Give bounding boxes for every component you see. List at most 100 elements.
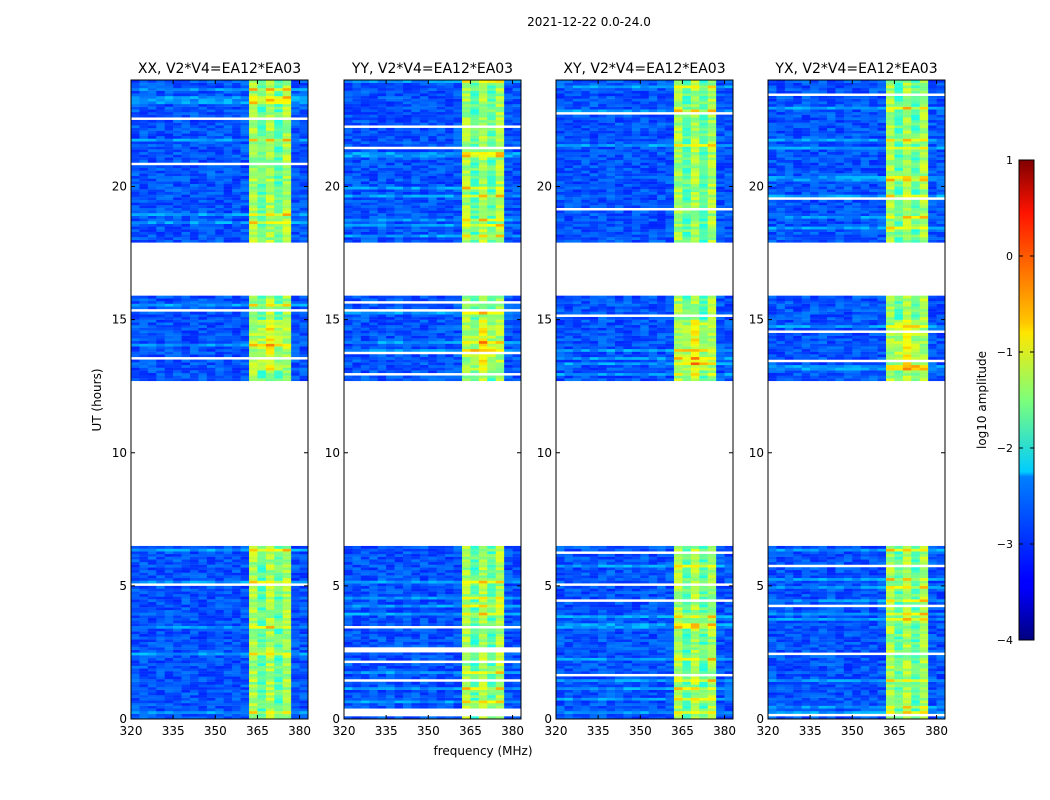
heatmap-cell (487, 641, 497, 645)
heatmap-cell (274, 647, 284, 650)
heatmap-cell (504, 556, 513, 560)
heatmap-cell (164, 569, 174, 573)
heatmap-cell (411, 559, 421, 563)
heatmap-cell (139, 210, 149, 214)
heatmap-cell (164, 631, 174, 634)
heatmap-cell (386, 327, 395, 331)
heatmap-cell (282, 591, 292, 595)
heatmap-cell (470, 663, 480, 666)
heatmap-cell (282, 660, 292, 664)
heatmap-cell (139, 577, 149, 581)
heatmap-cell (190, 663, 199, 666)
heatmap-cell (190, 551, 199, 555)
heatmap-cell (139, 351, 149, 355)
heatmap-cell (131, 620, 140, 624)
heatmap-cell (190, 671, 199, 674)
heatmap-cell (131, 82, 140, 86)
heatmap-cell (257, 703, 267, 706)
heatmap-cell (164, 556, 174, 560)
heatmap-cell (265, 295, 275, 299)
heatmap-cell (369, 364, 379, 368)
heatmap-cell (215, 346, 225, 350)
heatmap-cell (206, 143, 216, 147)
heatmap-cell (190, 175, 199, 179)
heatmap-cell (198, 340, 208, 344)
heatmap-cell (265, 623, 275, 627)
heatmap-cell (181, 154, 191, 158)
heatmap-cell (299, 375, 309, 379)
heatmap-cell (411, 580, 421, 584)
heatmap-cell (173, 311, 182, 315)
heatmap-cell (369, 330, 379, 334)
heatmap-cell (181, 378, 191, 382)
heatmap-cell (462, 324, 471, 328)
y-tick-label: 0 (119, 712, 127, 726)
heatmap-cell (190, 316, 199, 320)
heatmap-cell (156, 82, 166, 86)
heatmap-cell (344, 548, 353, 552)
heatmap-cell (445, 700, 454, 704)
heatmap-cell (173, 697, 182, 701)
heatmap-cell (344, 367, 353, 371)
heatmap-cell (504, 596, 513, 600)
heatmap-cell (352, 322, 362, 326)
heatmap-cell (411, 641, 421, 645)
heatmap-cell (249, 298, 258, 302)
heatmap-cell (282, 303, 292, 307)
heatmap-cell (181, 183, 191, 187)
heatmap-cell (274, 98, 284, 102)
heatmap-cell (512, 338, 522, 342)
heatmap-cell (190, 202, 199, 206)
heatmap-cell (190, 372, 199, 376)
heatmap-cell (282, 135, 292, 139)
heatmap-cell (352, 316, 362, 320)
heatmap-cell (215, 223, 225, 227)
heatmap-cell (232, 143, 241, 147)
heatmap-cell (274, 609, 284, 613)
heatmap-cell (291, 623, 300, 627)
heatmap-cell (223, 229, 233, 232)
heatmap-cell (369, 340, 379, 344)
figure-title: 2021-12-22 0.0-24.0 (527, 15, 651, 29)
heatmap-cell (181, 141, 191, 145)
heatmap-cell (232, 103, 241, 107)
heatmap-cell (344, 356, 353, 360)
heatmap-cell (147, 545, 157, 549)
heatmap-cell (232, 141, 241, 145)
heatmap-cell (198, 601, 208, 605)
heatmap-cell (181, 641, 191, 645)
heatmap-cell (131, 109, 140, 113)
heatmap-cell (360, 604, 370, 608)
heatmap-cell (377, 364, 387, 368)
heatmap-cell (487, 375, 497, 379)
heatmap-cell (445, 567, 454, 571)
heatmap-cell (206, 189, 216, 193)
heatmap-cell (394, 362, 404, 366)
heatmap-cell (181, 151, 191, 155)
heatmap-cell (495, 703, 505, 706)
heatmap-cell (249, 684, 258, 688)
heatmap-cell (131, 114, 140, 118)
heatmap-cell (190, 569, 199, 573)
heatmap-cell (232, 213, 241, 216)
heatmap-cell (257, 205, 267, 208)
heatmap-cell (131, 311, 140, 315)
heatmap-cell (190, 620, 199, 624)
heatmap-cell (282, 628, 292, 632)
heatmap-cell (291, 705, 300, 709)
heatmap-cell (470, 697, 480, 701)
heatmap-cell (223, 122, 233, 126)
heatmap-cell (223, 159, 233, 163)
heatmap-cell (156, 660, 166, 664)
heatmap-cell (265, 649, 275, 653)
heatmap-cell (403, 673, 412, 677)
heatmap-cell (181, 575, 191, 579)
heatmap-cell (369, 593, 379, 597)
heatmap-cell (164, 567, 174, 571)
heatmap-cell (428, 692, 438, 696)
heatmap-cell (419, 330, 429, 334)
heatmap-cell (377, 668, 387, 672)
heatmap-cell (215, 199, 225, 203)
heatmap-cell (198, 229, 208, 232)
heatmap-cell (265, 553, 275, 557)
